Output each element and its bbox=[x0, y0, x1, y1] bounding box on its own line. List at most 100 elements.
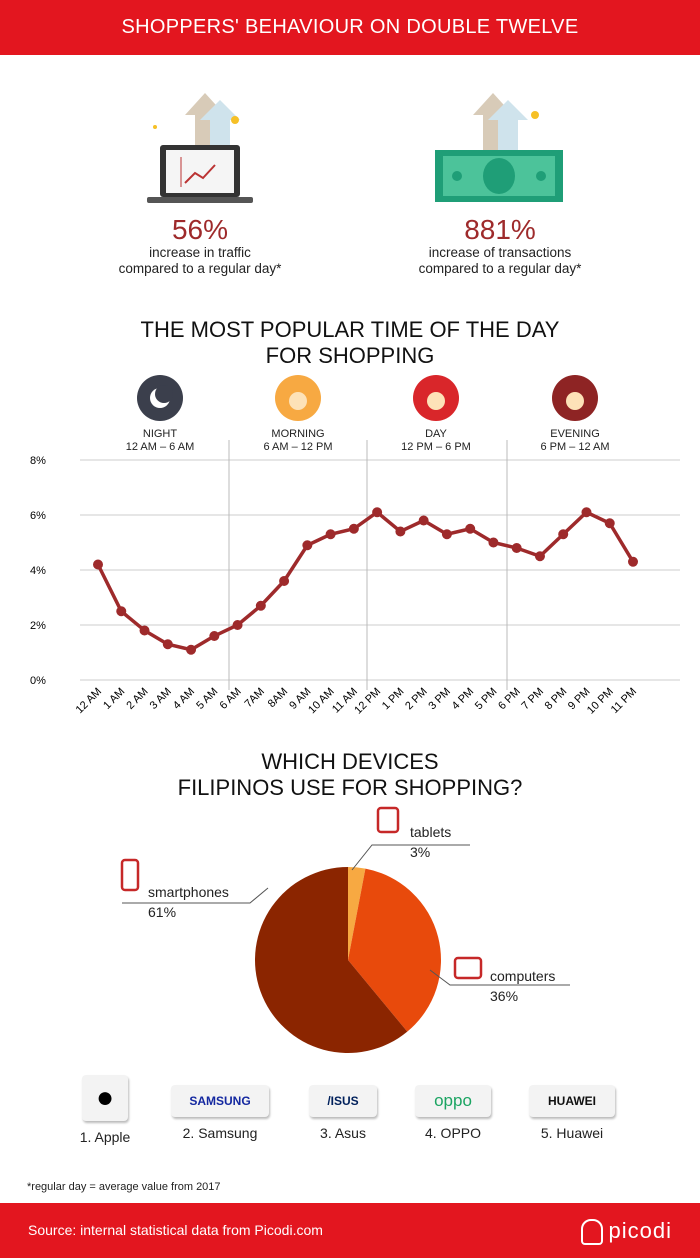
brand-label: 5. Huawei bbox=[540, 1125, 604, 1141]
picodi-logo: picodi bbox=[580, 1203, 672, 1258]
brand-logo: SAMSUNG bbox=[171, 1085, 269, 1117]
x-tick-label: 4 AM bbox=[171, 686, 197, 712]
data-point bbox=[232, 620, 243, 630]
x-tick-label: 5 AM bbox=[194, 686, 220, 712]
data-point bbox=[162, 639, 173, 650]
period-morning: MORNING 6 AM – 12 PM bbox=[228, 374, 368, 454]
x-tick-label: 6 AM bbox=[217, 686, 243, 712]
brand-logo: /ISUS bbox=[309, 1085, 377, 1117]
data-point bbox=[628, 556, 638, 567]
brand-4: oppo 4. OPPO bbox=[403, 1085, 503, 1141]
pie-label-tablets: tablets 3% bbox=[410, 824, 452, 860]
traffic-stat: 56% increase in traffic compared to a re… bbox=[50, 215, 350, 277]
transactions-stat: 881% increase of transactions compared t… bbox=[350, 215, 650, 277]
devices-section-title: WHICH DEVICES FILIPINOS USE FOR SHOPPING? bbox=[0, 749, 700, 801]
tablet-icon bbox=[376, 806, 400, 834]
header-banner: SHOPPERS' BEHAVIOUR ON DOUBLE TWELVE bbox=[0, 0, 700, 55]
leader-line bbox=[351, 844, 470, 871]
brand-label: 2. Samsung bbox=[182, 1125, 258, 1141]
period-day: DAY 12 PM – 6 PM bbox=[366, 374, 506, 454]
money-growth-icon bbox=[435, 93, 563, 202]
x-tick-label: 7AM bbox=[242, 686, 266, 710]
stat-line: increase of transactions bbox=[428, 245, 572, 260]
data-point bbox=[395, 526, 406, 537]
data-point bbox=[116, 606, 127, 617]
sunset-icon bbox=[552, 375, 598, 421]
leader-line bbox=[122, 887, 269, 904]
footnote: *regular day = average value from 2017 bbox=[27, 1181, 221, 1193]
stat-line: increase in traffic bbox=[149, 245, 251, 260]
data-point bbox=[372, 507, 383, 518]
data-point bbox=[418, 515, 429, 526]
data-point bbox=[465, 523, 476, 534]
title-line: FILIPINOS USE FOR SHOPPING? bbox=[177, 775, 523, 800]
x-tick-label: 10 PM bbox=[585, 686, 616, 717]
data-point bbox=[93, 559, 103, 570]
sun-icon bbox=[413, 375, 459, 421]
leader-line bbox=[429, 969, 570, 986]
series-line bbox=[96, 510, 635, 652]
brand-logo: ● bbox=[82, 1075, 128, 1121]
data-point bbox=[325, 529, 336, 540]
x-tick-label: 3 AM bbox=[148, 686, 174, 712]
x-tick-label: 12 PM bbox=[352, 686, 383, 717]
x-tick-label: 2 AM bbox=[124, 686, 150, 712]
title-line: FOR SHOPPING bbox=[265, 343, 435, 368]
stat-line: compared to a regular day* bbox=[118, 261, 282, 276]
sunrise-icon bbox=[275, 375, 321, 421]
y-tick-label: 6% bbox=[30, 510, 46, 522]
x-tick-label: 6 PM bbox=[496, 686, 523, 713]
x-tick-label: 5 PM bbox=[473, 686, 500, 713]
data-point bbox=[302, 540, 313, 551]
y-tick-label: 4% bbox=[30, 565, 46, 577]
brand-3: /ISUS 3. Asus bbox=[293, 1085, 393, 1141]
x-tick-label: 7 PM bbox=[519, 686, 546, 713]
brand-label: 3. Asus bbox=[320, 1125, 366, 1141]
x-tick-label: 8AM bbox=[266, 686, 290, 710]
stat-value: 56% bbox=[171, 214, 229, 245]
pie-label-computers: computers 36% bbox=[490, 968, 556, 1004]
brand-label: 1. Apple bbox=[79, 1129, 131, 1145]
brand-1: ● 1. Apple bbox=[55, 1075, 155, 1145]
moon-icon bbox=[137, 375, 183, 421]
brand-2: SAMSUNG 2. Samsung bbox=[170, 1085, 270, 1141]
data-point bbox=[209, 631, 220, 641]
pie-slice-smartphones bbox=[255, 867, 408, 1053]
time-section-title: THE MOST POPULAR TIME OF THE DAY FOR SHOP… bbox=[0, 317, 700, 369]
stat-value: 881% bbox=[464, 214, 536, 245]
y-tick-label: 8% bbox=[30, 455, 46, 467]
x-tick-label: 11 PM bbox=[609, 686, 639, 716]
data-point bbox=[255, 600, 266, 611]
x-tick-label: 1 AM bbox=[101, 686, 127, 712]
data-point bbox=[139, 625, 150, 636]
x-tick-label: 4 PM bbox=[450, 686, 477, 713]
x-tick-label: 2 PM bbox=[403, 686, 430, 713]
smartphone-icon bbox=[120, 858, 140, 892]
footer-banner: Source: internal statistical data from P… bbox=[0, 1203, 700, 1258]
brand-5: HUAWEI 5. Huawei bbox=[522, 1085, 622, 1141]
monitor-icon bbox=[453, 956, 483, 980]
brand-label: 4. OPPO bbox=[424, 1125, 482, 1141]
x-tick-label: 12 AM bbox=[74, 686, 105, 717]
data-point bbox=[558, 529, 569, 540]
data-point bbox=[488, 537, 499, 548]
data-point bbox=[279, 576, 290, 586]
y-tick-label: 2% bbox=[30, 620, 46, 632]
data-point bbox=[186, 644, 197, 655]
data-point bbox=[441, 529, 452, 540]
data-point bbox=[581, 507, 592, 518]
y-tick-label: 0% bbox=[30, 675, 46, 687]
line-chart: 0%2%4%6%8%12 AM1 AM2 AM3 AM4 AM5 AM6 AM7… bbox=[30, 440, 680, 717]
title-line: THE MOST POPULAR TIME OF THE DAY bbox=[140, 317, 560, 342]
pie-label-smartphones: smartphones 61% bbox=[148, 884, 229, 920]
period-night: NIGHT 12 AM – 6 AM bbox=[90, 374, 230, 454]
x-tick-label: 10 AM bbox=[306, 686, 337, 717]
period-evening: EVENING 6 PM – 12 AM bbox=[505, 374, 645, 454]
pie-chart bbox=[120, 806, 570, 1053]
source-text: Source: internal statistical data from P… bbox=[28, 1222, 323, 1238]
data-point bbox=[348, 523, 359, 534]
title-line: WHICH DEVICES bbox=[261, 749, 439, 774]
laptop-growth-icon bbox=[147, 93, 253, 203]
data-point bbox=[511, 543, 522, 553]
data-point bbox=[604, 518, 615, 529]
